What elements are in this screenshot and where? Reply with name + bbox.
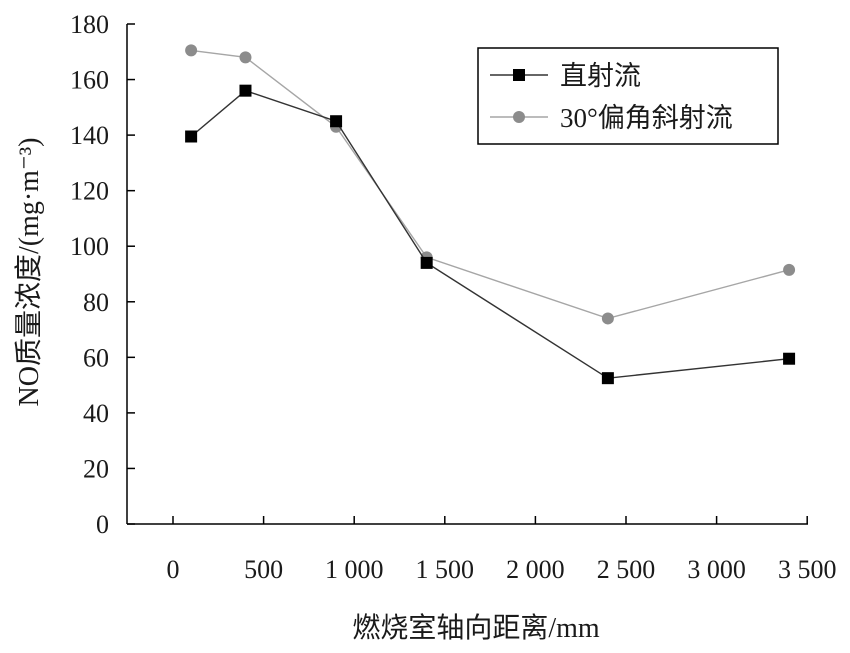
x-tick-label: 1 000 xyxy=(325,555,384,584)
data-point-circle xyxy=(783,263,796,276)
x-tick-label: 3 500 xyxy=(778,555,837,584)
y-tick-label: 0 xyxy=(96,510,109,539)
y-tick-label: 80 xyxy=(83,288,109,317)
legend-marker-0 xyxy=(513,69,525,81)
data-point-square xyxy=(239,84,252,97)
data-point-circle xyxy=(601,312,614,325)
x-tick-label: 500 xyxy=(244,555,283,584)
data-point-circle xyxy=(239,51,252,64)
y-tick-label: 160 xyxy=(70,66,109,95)
y-tick-label: 140 xyxy=(70,121,109,150)
y-tick-label: 40 xyxy=(83,399,109,428)
y-tick-label: 60 xyxy=(83,343,109,372)
legend-label-0: 直射流 xyxy=(560,61,641,91)
legend-marker-1 xyxy=(513,111,525,123)
x-axis-title: 燃烧室轴向距离/mm xyxy=(352,612,600,644)
x-tick-label: 2 500 xyxy=(597,555,656,584)
data-point-square xyxy=(185,130,198,143)
axes: 0 20 40 60 80 100 120 140 160 180 0 500 1 000 1 500 2 … xyxy=(70,10,836,584)
legend-box xyxy=(477,47,779,145)
series-layer xyxy=(185,44,796,385)
legend: 直射流 30°偏角斜射流 xyxy=(477,47,779,145)
y-tick-label: 180 xyxy=(70,10,109,39)
legend-label-1: 30°偏角斜射流 xyxy=(560,103,733,133)
y-tick-label: 100 xyxy=(70,232,109,261)
x-tick-label: 3 000 xyxy=(687,555,746,584)
data-point-square xyxy=(330,115,343,128)
x-tick-label: 0 xyxy=(167,555,180,584)
y-axis-title: NO质量浓度/(mg·m⁻³) xyxy=(13,138,45,407)
data-point-circle xyxy=(185,44,198,57)
data-point-square xyxy=(420,256,433,269)
data-point-square xyxy=(783,352,796,365)
x-tick-label: 2 000 xyxy=(506,555,565,584)
series-line-0 xyxy=(190,89,790,379)
x-tick-label: 1 500 xyxy=(416,555,475,584)
data-point-square xyxy=(601,372,614,385)
y-tick-label: 120 xyxy=(70,177,109,206)
y-tick-label: 20 xyxy=(83,454,109,483)
